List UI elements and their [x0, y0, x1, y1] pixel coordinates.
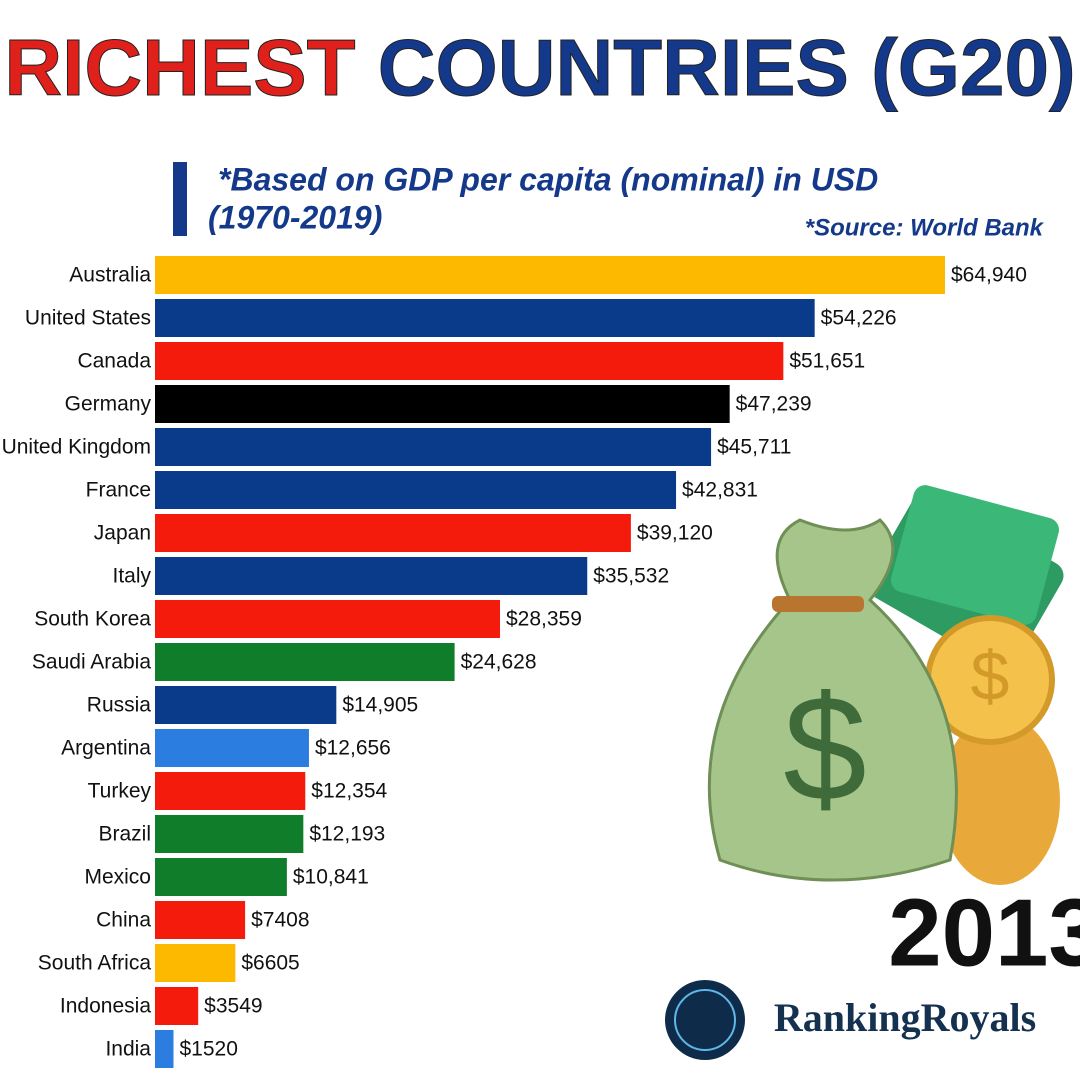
- value-label: $54,226: [821, 307, 897, 330]
- bar: [155, 858, 287, 896]
- value-label: $47,239: [736, 393, 812, 416]
- category-label: United States: [25, 307, 151, 330]
- value-label: $10,841: [293, 866, 369, 889]
- chart-title: RICHEST COUNTRIES (G20): [4, 23, 1075, 112]
- value-label: $24,628: [461, 651, 537, 674]
- bar: [155, 299, 815, 337]
- money-illustration: $ $: [707, 485, 1064, 885]
- value-label: $35,532: [593, 565, 669, 588]
- bar: [155, 600, 500, 638]
- value-label: $6605: [241, 952, 299, 975]
- value-label: $12,354: [311, 780, 387, 803]
- bar: [155, 815, 304, 853]
- bar: [155, 428, 712, 466]
- category-label: Germany: [65, 393, 152, 416]
- svg-text:$: $: [971, 637, 1010, 715]
- value-label: $64,940: [951, 264, 1027, 287]
- category-label: Saudi Arabia: [32, 651, 151, 674]
- bar: [155, 901, 246, 939]
- category-label: India: [105, 1038, 151, 1061]
- value-label: $39,120: [637, 522, 713, 545]
- bar: [155, 342, 784, 380]
- bar: [155, 643, 455, 681]
- value-label: $3549: [204, 995, 262, 1018]
- category-label: France: [86, 479, 151, 502]
- category-label: United Kingdom: [2, 436, 151, 459]
- value-label: $1520: [179, 1038, 237, 1061]
- brand: RankingRoyals: [774, 995, 1036, 1040]
- value-label: $45,711: [717, 436, 791, 459]
- category-label: Mexico: [84, 866, 151, 889]
- category-label: Indonesia: [60, 995, 151, 1018]
- bar: [155, 987, 199, 1025]
- category-label: Turkey: [88, 780, 152, 803]
- brand-logo: [674, 989, 736, 1051]
- bar: [155, 1030, 174, 1068]
- value-label: $12,656: [315, 737, 391, 760]
- brand-logo: [665, 980, 745, 1060]
- bar: [155, 686, 337, 724]
- category-label: Russia: [87, 694, 152, 717]
- category-label: Italy: [112, 565, 151, 588]
- category-label: Japan: [94, 522, 151, 545]
- bar: [155, 557, 588, 595]
- value-label: $28,359: [506, 608, 582, 631]
- bar: [155, 772, 306, 810]
- category-label: China: [96, 909, 151, 932]
- subtitle: (1970-2019): [208, 199, 382, 235]
- category-label: Australia: [69, 264, 151, 287]
- bar: [155, 471, 677, 509]
- category-label: South Africa: [38, 952, 152, 975]
- bar: [155, 385, 730, 423]
- bar: [155, 256, 945, 294]
- bar: [155, 944, 236, 982]
- category-label: Canada: [77, 350, 151, 373]
- value-label: $42,831: [682, 479, 758, 502]
- bar: [155, 729, 309, 767]
- value-label: $7408: [251, 909, 309, 932]
- source: *Source: World Bank: [805, 214, 1045, 241]
- category-label: South Korea: [34, 608, 151, 631]
- value-label: $14,905: [342, 694, 418, 717]
- subtitle: *Based on GDP per capita (nominal) in US…: [218, 161, 878, 197]
- year: 2013: [888, 879, 1080, 986]
- svg-text:$: $: [783, 664, 866, 832]
- value-label: $12,193: [309, 823, 385, 846]
- value-label: $51,651: [789, 350, 865, 373]
- category-label: Argentina: [61, 737, 151, 760]
- subtitle-marker: [173, 162, 187, 236]
- bar: [155, 514, 631, 552]
- category-label: Brazil: [98, 823, 151, 846]
